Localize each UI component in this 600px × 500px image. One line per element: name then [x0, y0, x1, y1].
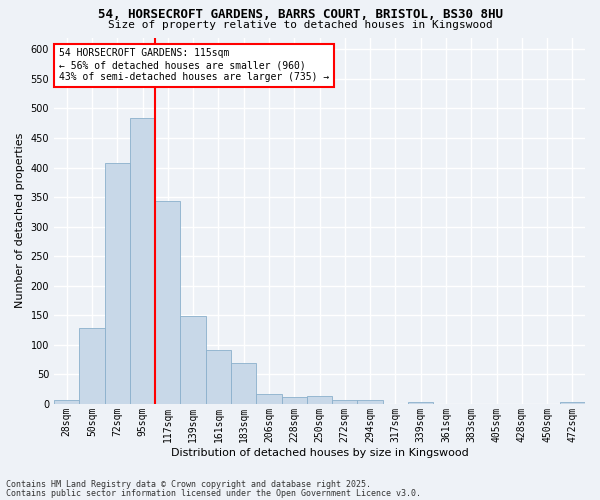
Bar — [181, 316, 206, 404]
Bar — [206, 350, 231, 404]
Text: Contains HM Land Registry data © Crown copyright and database right 2025.: Contains HM Land Registry data © Crown c… — [6, 480, 371, 489]
Bar — [155, 201, 181, 404]
Bar — [79, 328, 104, 404]
X-axis label: Distribution of detached houses by size in Kingswood: Distribution of detached houses by size … — [170, 448, 469, 458]
Text: 54 HORSECROFT GARDENS: 115sqm
← 56% of detached houses are smaller (960)
43% of : 54 HORSECROFT GARDENS: 115sqm ← 56% of d… — [59, 48, 329, 82]
Bar — [256, 394, 281, 404]
Y-axis label: Number of detached properties: Number of detached properties — [15, 133, 25, 308]
Bar — [358, 400, 383, 404]
Bar — [54, 400, 79, 404]
Bar — [281, 397, 307, 404]
Bar — [231, 362, 256, 404]
Bar — [130, 118, 155, 404]
Text: Contains public sector information licensed under the Open Government Licence v3: Contains public sector information licen… — [6, 489, 421, 498]
Text: 54, HORSECROFT GARDENS, BARRS COURT, BRISTOL, BS30 8HU: 54, HORSECROFT GARDENS, BARRS COURT, BRI… — [97, 8, 503, 20]
Text: Size of property relative to detached houses in Kingswood: Size of property relative to detached ho… — [107, 20, 493, 30]
Bar — [307, 396, 332, 404]
Bar — [560, 402, 585, 404]
Bar — [104, 163, 130, 404]
Bar — [332, 400, 358, 404]
Bar — [408, 402, 433, 404]
